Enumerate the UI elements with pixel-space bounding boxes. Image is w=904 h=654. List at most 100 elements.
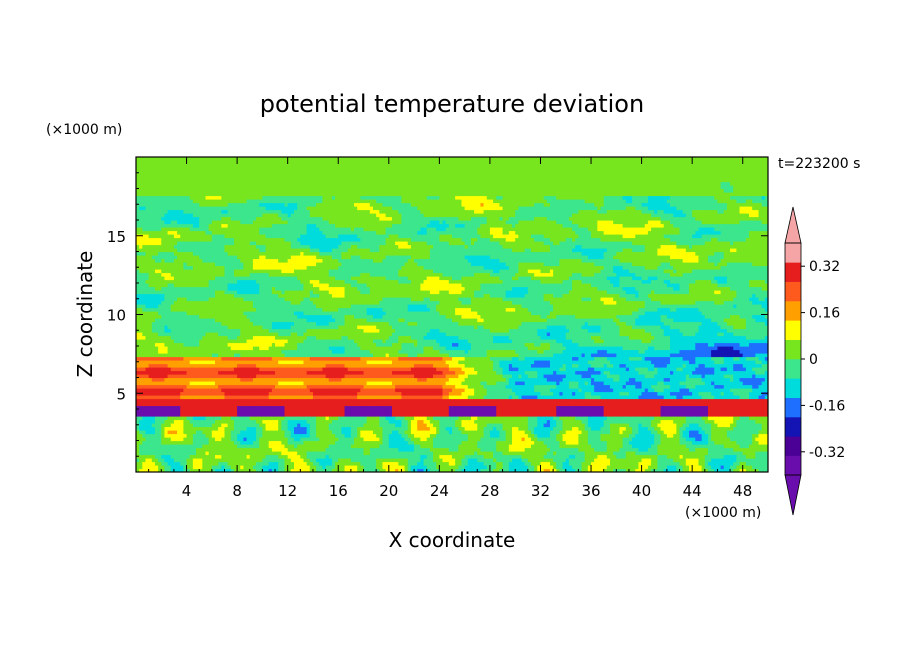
field-cell <box>180 300 184 305</box>
field-cell <box>183 192 188 197</box>
field-cell <box>183 444 188 449</box>
field-cell <box>233 395 238 400</box>
field-cell <box>233 220 238 225</box>
field-cell <box>136 251 140 256</box>
field-cell <box>237 269 241 274</box>
field-cell <box>161 181 166 186</box>
field-cell <box>151 391 156 396</box>
field-cell <box>161 360 166 365</box>
field-cell <box>186 430 191 435</box>
field-cell <box>145 409 150 414</box>
field-cell <box>173 269 178 274</box>
field-cell <box>145 402 150 407</box>
field-cell <box>221 405 226 410</box>
field-cell <box>208 447 213 452</box>
field-cell <box>136 433 140 438</box>
field-cell <box>230 206 235 211</box>
field-cell <box>167 293 172 298</box>
field-cell <box>205 241 210 246</box>
field-cell <box>180 199 184 204</box>
field-cell <box>139 223 143 228</box>
field-cell <box>202 339 207 344</box>
field-cell <box>136 178 140 183</box>
field-cell <box>196 454 200 459</box>
field-cell <box>208 342 213 347</box>
field-cell <box>161 216 166 221</box>
field-cell <box>180 395 184 400</box>
field-cell <box>196 377 200 382</box>
field-cell <box>221 178 226 183</box>
field-cell <box>145 188 150 193</box>
field-cell <box>158 223 162 228</box>
field-cell <box>192 262 197 267</box>
field-cell <box>145 377 150 382</box>
field-cell <box>237 216 241 221</box>
field-cell <box>139 258 143 263</box>
field-cell <box>196 325 200 330</box>
field-cell <box>142 335 147 340</box>
field-cell <box>170 199 175 204</box>
field-cell <box>167 374 172 379</box>
field-cell <box>205 269 210 274</box>
field-cell <box>161 405 166 410</box>
field-cell <box>167 283 172 288</box>
field-cell <box>233 262 238 267</box>
field-cell <box>196 318 200 323</box>
field-cell <box>189 195 194 200</box>
field-cell <box>233 311 238 316</box>
field-cell <box>196 349 200 354</box>
field-cell <box>145 314 150 319</box>
field-cell <box>230 461 235 466</box>
field-cell <box>211 300 216 305</box>
field-cell <box>237 388 241 393</box>
field-cell <box>142 160 147 165</box>
field-cell <box>224 437 229 442</box>
field-cell <box>170 286 175 291</box>
field-cell <box>199 388 203 393</box>
field-cell <box>142 419 147 424</box>
field-cell <box>237 255 241 260</box>
field-cell <box>158 272 162 277</box>
field-cell <box>227 272 232 277</box>
field-cell <box>139 409 143 414</box>
field-cell <box>142 444 147 449</box>
field-cell <box>186 307 191 312</box>
field-cell <box>199 398 203 403</box>
field-cell <box>230 283 235 288</box>
field-cell <box>154 192 159 197</box>
field-cell <box>136 195 140 200</box>
field-cell <box>139 398 143 403</box>
field-cell <box>170 447 175 452</box>
field-cell <box>215 342 219 347</box>
field-cell <box>196 276 200 281</box>
field-cell <box>237 409 241 414</box>
field-cell <box>233 381 238 386</box>
field-cell <box>221 220 226 225</box>
field-cell <box>211 230 216 235</box>
field-cell <box>180 304 184 309</box>
field-cell <box>237 363 241 368</box>
field-cell <box>233 374 238 379</box>
field-cell <box>139 213 143 218</box>
field-cell <box>154 367 159 372</box>
field-cell <box>233 328 238 333</box>
field-cell <box>180 248 184 253</box>
field-cell <box>196 251 200 256</box>
field-cell <box>170 437 175 442</box>
field-cell <box>189 409 194 414</box>
field-cell <box>233 206 238 211</box>
field-cell <box>145 346 150 351</box>
field-cell <box>183 209 188 214</box>
field-cell <box>224 258 229 263</box>
field-cell <box>196 342 200 347</box>
field-cell <box>164 286 169 291</box>
field-cell <box>227 164 232 169</box>
field-cell <box>180 381 184 386</box>
field-cell <box>224 458 229 463</box>
field-cell <box>230 304 235 309</box>
field-cell <box>233 430 238 435</box>
field-cell <box>237 304 241 309</box>
field-cell <box>192 335 197 340</box>
field-cell <box>221 213 226 218</box>
field-cell <box>167 405 172 410</box>
